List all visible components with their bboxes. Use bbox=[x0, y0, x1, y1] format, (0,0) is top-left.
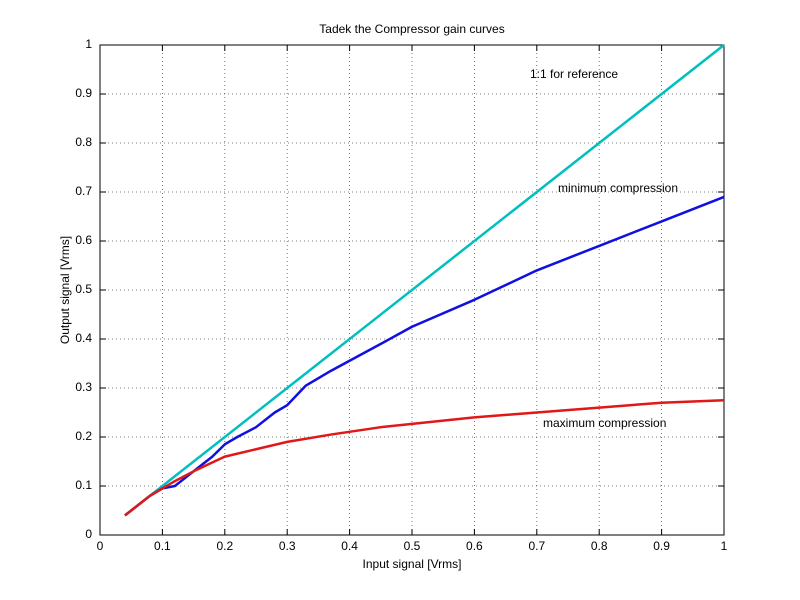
y-tick-label: 0 bbox=[85, 527, 92, 541]
x-tick-label: 0.1 bbox=[154, 539, 171, 553]
y-tick-label: 0.4 bbox=[75, 331, 92, 345]
x-tick-label: 0.3 bbox=[279, 539, 296, 553]
y-tick-label: 0.8 bbox=[75, 135, 92, 149]
x-tick-label: 0.8 bbox=[591, 539, 608, 553]
y-tick-label: 0.2 bbox=[75, 429, 92, 443]
chart-title: Tadek the Compressor gain curves bbox=[319, 22, 504, 36]
series-line bbox=[124, 44, 725, 517]
x-tick-label: 1 bbox=[721, 539, 728, 553]
y-tick-label: 0.3 bbox=[75, 380, 92, 394]
annotation: 1:1 for reference bbox=[530, 67, 618, 81]
y-axis-label: Output signal [Vrms] bbox=[58, 236, 72, 344]
series-line bbox=[124, 195, 725, 517]
y-tick-label: 0.1 bbox=[75, 478, 92, 492]
y-tick-label: 0.7 bbox=[75, 184, 92, 198]
x-tick-label: 0.4 bbox=[341, 539, 358, 553]
x-axis-label: Input signal [Vrms] bbox=[363, 557, 462, 571]
x-tick-label: 0.9 bbox=[653, 539, 670, 553]
x-tick-label: 0.5 bbox=[404, 539, 421, 553]
x-tick-label: 0.6 bbox=[466, 539, 483, 553]
series-line bbox=[124, 399, 725, 517]
y-tick-label: 1 bbox=[85, 37, 92, 51]
annotation: maximum compression bbox=[543, 416, 666, 430]
plot-frame bbox=[99, 44, 725, 536]
x-tick-label: 0.7 bbox=[528, 539, 545, 553]
x-tick-label: 0 bbox=[97, 539, 104, 553]
x-tick-label: 0.2 bbox=[216, 539, 233, 553]
y-tick-label: 0.9 bbox=[75, 86, 92, 100]
y-tick-label: 0.5 bbox=[75, 282, 92, 296]
annotation: minimum compression bbox=[558, 181, 678, 195]
y-tick-label: 0.6 bbox=[75, 233, 92, 247]
